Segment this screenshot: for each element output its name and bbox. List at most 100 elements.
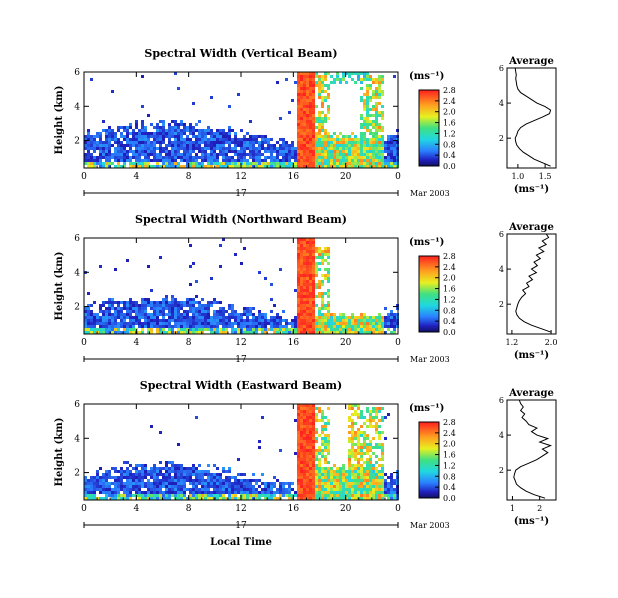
heatmap-cell (303, 446, 306, 449)
heatmap-cell (315, 497, 318, 500)
heatmap-cell (318, 319, 321, 322)
heatmap-cell (180, 307, 183, 310)
heatmap-cell (132, 156, 135, 159)
heatmap-cell (249, 120, 252, 123)
heatmap-cell (99, 476, 102, 479)
heatmap-cell (318, 328, 321, 331)
heatmap-cell (318, 253, 321, 256)
heatmap-cell (372, 108, 375, 111)
heatmap-cell (369, 319, 372, 322)
heatmap-cell (150, 147, 153, 150)
heatmap-cell (138, 482, 141, 485)
heatmap-cell (198, 129, 201, 132)
heatmap-cell (162, 485, 165, 488)
heatmap-cell (336, 485, 339, 488)
heatmap-cell (309, 310, 312, 313)
heatmap-cell (390, 310, 393, 313)
heatmap-cell (162, 325, 165, 328)
heatmap-cell (123, 307, 126, 310)
heatmap-cell (333, 141, 336, 144)
heatmap-cell (87, 316, 90, 319)
heatmap-cell (312, 470, 315, 473)
heatmap-cell (345, 153, 348, 156)
heatmap-cell (327, 268, 330, 271)
heatmap-cell (243, 159, 246, 162)
heatmap-cell (306, 277, 309, 280)
heatmap-cell (222, 322, 225, 325)
heatmap-cell (360, 470, 363, 473)
heatmap-cell (378, 488, 381, 491)
heatmap-cell (102, 325, 105, 328)
heatmap-cell (198, 470, 201, 473)
heatmap-cell (234, 138, 237, 141)
heatmap-cell (306, 250, 309, 253)
heatmap-cell (372, 144, 375, 147)
heatmap-cell (321, 117, 324, 120)
heatmap-cell (261, 316, 264, 319)
heatmap-cell (201, 325, 204, 328)
heatmap-cell (165, 494, 168, 497)
heatmap-cell (306, 464, 309, 467)
heatmap-cell (309, 165, 312, 168)
heatmap-cell (177, 132, 180, 135)
heatmap-cell (300, 108, 303, 111)
heatmap-cell (168, 132, 171, 135)
heatmap-cell (312, 144, 315, 147)
heatmap-cell (240, 159, 243, 162)
heatmap-cell (357, 473, 360, 476)
heatmap-cell (231, 138, 234, 141)
heatmap-cell (390, 488, 393, 491)
heatmap-cell (123, 301, 126, 304)
heatmap-cell (348, 322, 351, 325)
heatmap-cell (360, 153, 363, 156)
heatmap-cell (102, 316, 105, 319)
heatmap-cell (165, 482, 168, 485)
heatmap-cell (132, 141, 135, 144)
heatmap-cell (90, 316, 93, 319)
heatmap-cell (309, 126, 312, 129)
heatmap-cell (390, 159, 393, 162)
heatmap-cell (309, 325, 312, 328)
heatmap-cell (243, 247, 246, 250)
heatmap-cell (330, 331, 333, 334)
heatmap-cell (249, 485, 252, 488)
heatmap-cell (390, 165, 393, 168)
heatmap-cell (225, 328, 228, 331)
heatmap-cell (324, 162, 327, 165)
average-x-tick-label: 1.0 (512, 172, 525, 181)
heatmap-cell (366, 108, 369, 111)
heatmap-cell (123, 159, 126, 162)
heatmap-cell (267, 491, 270, 494)
heatmap-cell (366, 434, 369, 437)
heatmap-cell (342, 319, 345, 322)
heatmap-cell (285, 319, 288, 322)
heatmap-cell (375, 105, 378, 108)
heatmap-cell (234, 162, 237, 165)
heatmap-cell (324, 470, 327, 473)
heatmap-cell (222, 129, 225, 132)
heatmap-cell (84, 328, 87, 331)
heatmap-cell (258, 165, 261, 168)
heatmap-cell (225, 485, 228, 488)
heatmap-cell (303, 120, 306, 123)
heatmap-cell (141, 328, 144, 331)
heatmap-cell (93, 162, 96, 165)
heatmap-cell (321, 78, 324, 81)
heatmap-cell (339, 322, 342, 325)
heatmap-cell (90, 310, 93, 313)
heatmap-cell (312, 256, 315, 259)
heatmap-cell (303, 301, 306, 304)
heatmap-cell (321, 416, 324, 419)
heatmap-cell (312, 455, 315, 458)
heatmap-cell (117, 497, 120, 500)
heatmap-cell (300, 479, 303, 482)
heatmap-cell (300, 93, 303, 96)
heatmap-cell (228, 150, 231, 153)
heatmap-cell (84, 479, 87, 482)
heatmap-cell (174, 123, 177, 126)
heatmap-cell (159, 470, 162, 473)
heatmap-cell (111, 301, 114, 304)
heatmap-cell (309, 123, 312, 126)
heatmap-cell (264, 277, 267, 280)
heatmap-cell (372, 331, 375, 334)
